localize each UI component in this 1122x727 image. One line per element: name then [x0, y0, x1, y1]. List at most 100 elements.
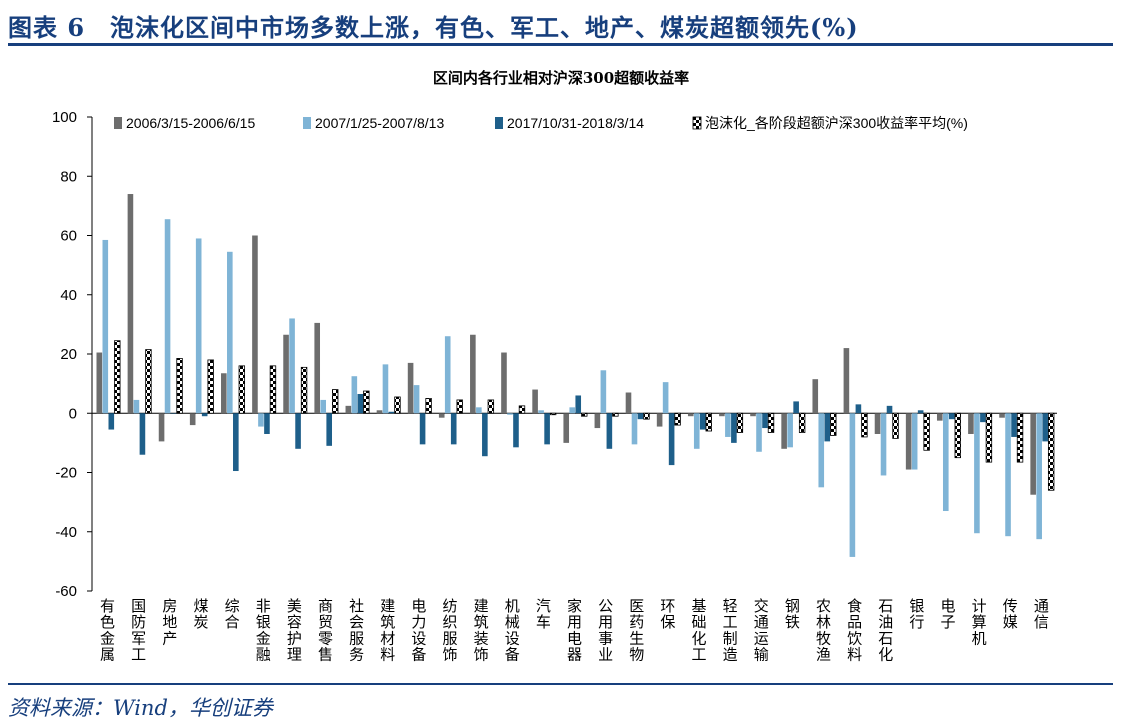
bar-s1-12 [470, 334, 476, 414]
category-label: 公用事业 [598, 597, 613, 664]
bar-s1-30 [1030, 413, 1036, 495]
bar-s1-5 [252, 235, 258, 414]
bar-s4-10 [425, 398, 432, 414]
bar-s2-12 [476, 407, 482, 414]
bar-s2-27 [942, 413, 949, 512]
legend-label-2: 2007/1/25-2007/8/13 [315, 115, 444, 131]
bar-s1-0 [96, 352, 103, 414]
bar-s4-15 [581, 412, 588, 417]
bar-s2-17 [631, 413, 638, 445]
bar-s4-9 [394, 396, 401, 414]
bar-s3-16 [606, 413, 613, 449]
bar-s4-19 [705, 412, 712, 432]
category-label: 环保 [660, 597, 675, 631]
bar-s4-22 [798, 412, 806, 433]
category-label: 家用电器 [567, 597, 582, 664]
bar-s1-3 [189, 413, 196, 426]
bar-s2-16 [600, 370, 607, 414]
bar-s1-16 [594, 413, 601, 429]
bar-s3-25 [886, 405, 893, 414]
bar-s4-24 [861, 412, 868, 438]
category-label: 汽车 [536, 597, 551, 631]
legend-swatch-4 [692, 116, 702, 130]
bar-s2-1 [133, 399, 140, 414]
bar-s1-6 [283, 334, 289, 414]
category-label: 建筑装饰 [474, 597, 489, 664]
bar-s3-3 [201, 413, 208, 417]
bar-s4-8 [363, 390, 370, 414]
bar-s1-4 [221, 373, 227, 414]
bar-s4-5 [269, 365, 277, 414]
bar-s1-7 [314, 322, 321, 414]
y-tick-label: 80 [60, 168, 77, 185]
bar-s3-23 [824, 413, 831, 442]
figure-header: 图表 6 泡沫化区间中市场多数上涨，有色、军工、地产、煤炭超额领先(%) [8, 4, 1113, 44]
bar-s4-23 [830, 412, 837, 436]
legend-swatch-3 [495, 117, 503, 129]
category-label: 非银金融 [256, 597, 271, 664]
bar-s1-27 [936, 413, 943, 421]
bar-s3-28 [980, 413, 986, 423]
category-label: 国防军工 [131, 597, 146, 664]
category-label: 石油石化 [878, 597, 893, 664]
bar-s3-21 [762, 413, 768, 429]
bar-s4-11 [456, 399, 463, 414]
bar-s2-8 [351, 376, 358, 414]
legend-swatch-2 [303, 117, 311, 129]
category-label: 美容护理 [287, 597, 302, 664]
category-label: 钢铁 [785, 597, 800, 631]
bar-s1-18 [656, 413, 663, 427]
category-label: 交通运输 [754, 597, 769, 664]
bar-s4-6 [300, 366, 308, 414]
bar-s2-19 [693, 413, 700, 449]
bar-s4-28 [985, 412, 993, 463]
bar-s3-9 [388, 411, 395, 414]
y-tick-label: -60 [55, 583, 77, 600]
bar-s2-20 [725, 413, 731, 437]
bar-s4-0 [114, 340, 121, 414]
category-label: 传媒 [1003, 597, 1018, 631]
footer-rule [8, 683, 1113, 685]
bar-s3-2 [170, 413, 177, 414]
bar-s3-14 [544, 413, 550, 445]
category-label: 基础化工 [692, 597, 707, 664]
source-note: 资料来源：Wind，华创证券 [8, 696, 273, 720]
bar-s4-21 [767, 412, 775, 433]
bar-s2-15 [569, 407, 576, 414]
bar-s2-23 [818, 413, 825, 488]
legend-swatch-1 [114, 117, 122, 129]
bar-s2-5 [258, 413, 264, 427]
bar-s1-24 [843, 348, 850, 414]
bar-s3-18 [668, 413, 675, 466]
figure-title: 图表 6 泡沫化区间中市场多数上涨，有色、军工、地产、煤炭超额领先(%) [8, 13, 859, 42]
bar-s3-4 [233, 413, 239, 472]
legend: 2006/3/15-2006/6/15 2007/1/25-2007/8/13 20… [114, 115, 968, 131]
bar-s4-16 [612, 412, 619, 417]
bar-s3-20 [731, 413, 737, 443]
bar-s1-10 [407, 362, 414, 414]
bar-s1-2 [158, 413, 165, 442]
category-label: 商贸零售 [318, 597, 333, 664]
bar-s1-20 [719, 413, 725, 417]
bar-s3-27 [948, 413, 955, 420]
bar-s2-30 [1036, 413, 1042, 540]
bar-s2-18 [662, 382, 669, 414]
bar-s2-13 [507, 413, 513, 415]
bar-s1-23 [812, 379, 819, 414]
bar-s4-2 [176, 358, 183, 414]
bar-s3-12 [482, 413, 488, 457]
bar-s2-3 [195, 238, 202, 414]
header-rule [8, 43, 1113, 46]
bar-s1-9 [376, 410, 383, 414]
bar-s2-4 [227, 251, 233, 414]
bar-s3-26 [917, 410, 924, 414]
bar-s4-30 [1047, 412, 1055, 491]
legend-label-3: 2017/10/31-2018/3/14 [507, 115, 644, 131]
category-label: 计算机 [972, 597, 987, 647]
bar-s3-13 [513, 413, 519, 448]
bar-s3-8 [357, 393, 364, 414]
bar-s1-11 [438, 413, 445, 418]
category-label: 银行 [909, 597, 924, 631]
